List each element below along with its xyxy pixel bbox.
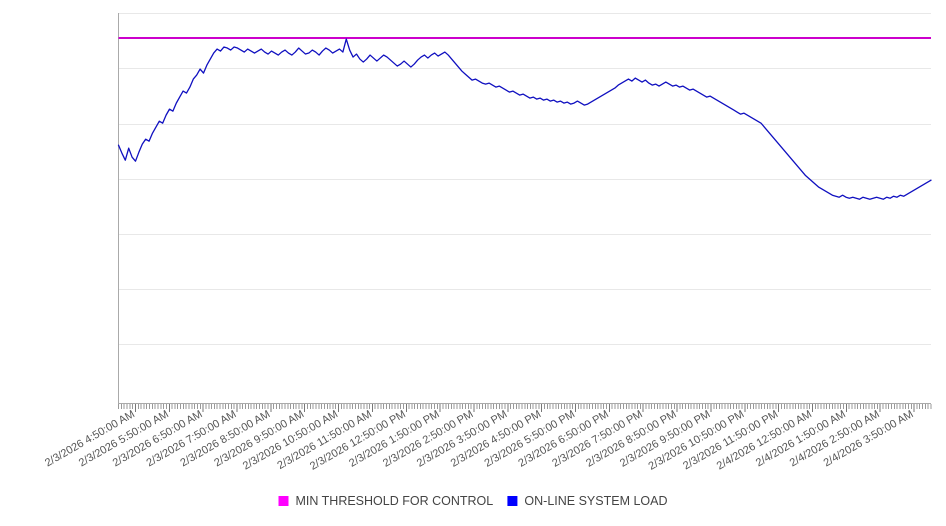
series-line-on-line-system-load xyxy=(117,38,932,200)
legend-label[interactable]: MIN THRESHOLD FOR CONTROL xyxy=(296,494,494,508)
chart-series xyxy=(117,37,932,200)
chart-legend[interactable]: MIN THRESHOLD FOR CONTROL ON-LINE SYSTEM … xyxy=(278,494,668,508)
gridlines xyxy=(118,13,931,345)
legend-swatch[interactable] xyxy=(507,496,518,506)
x-axis-tick-labels: 2/3/2026 4:50:00 AM2/3/2026 5:50:00 AM2/… xyxy=(43,408,916,473)
legend-swatch[interactable] xyxy=(278,496,289,506)
legend-label[interactable]: ON-LINE SYSTEM LOAD xyxy=(524,494,667,508)
chart-axes xyxy=(118,13,931,404)
x-axis-ticks xyxy=(118,404,932,412)
